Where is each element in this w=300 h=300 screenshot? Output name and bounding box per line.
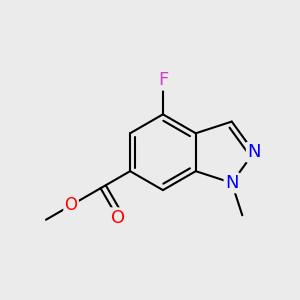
Text: F: F xyxy=(158,71,168,89)
Text: O: O xyxy=(64,196,78,214)
Text: N: N xyxy=(225,174,238,192)
Text: O: O xyxy=(111,209,125,227)
Text: N: N xyxy=(247,143,261,161)
